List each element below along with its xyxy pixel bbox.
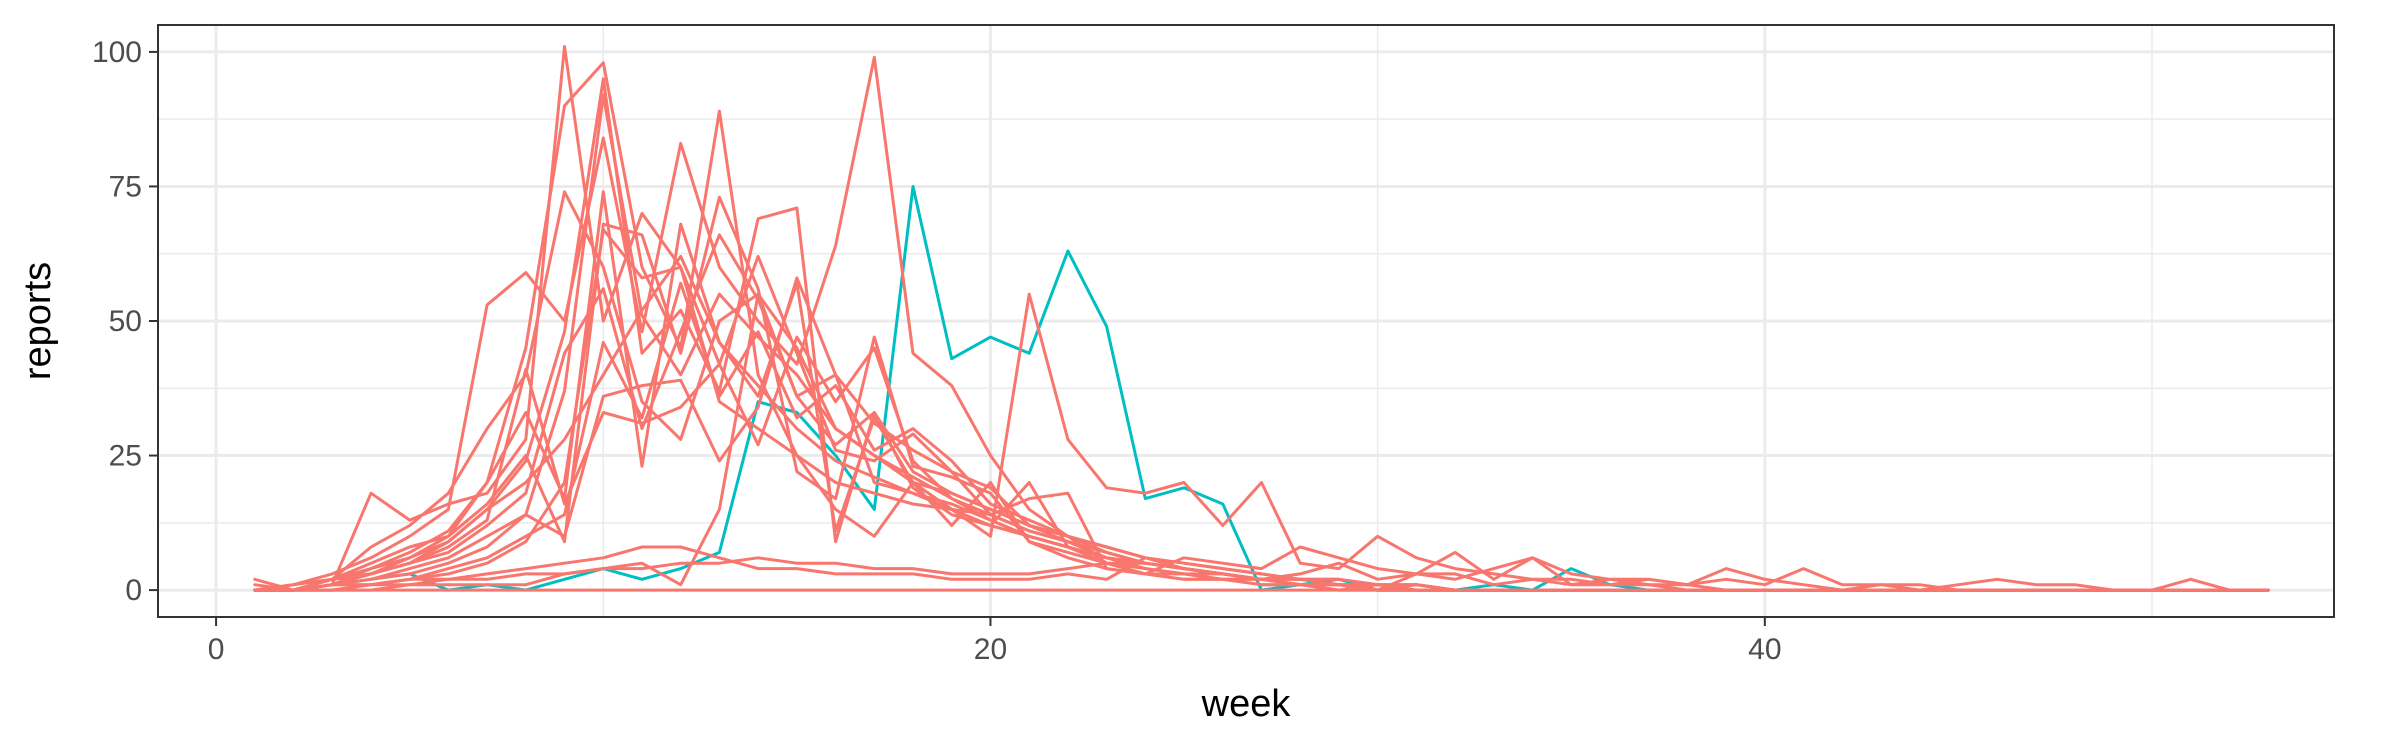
series-line-18	[253, 545, 2270, 592]
x-axis: 0 20 40	[208, 617, 1782, 666]
y-tick-label: 100	[92, 36, 142, 69]
y-axis: 0 25 50 75 100	[92, 36, 158, 607]
y-tick-label: 0	[125, 574, 142, 607]
x-tick-label: 0	[208, 633, 225, 666]
series-line-19	[253, 545, 2270, 592]
x-tick-label: 40	[1748, 633, 1781, 666]
x-axis-title: week	[1201, 683, 1292, 725]
series-layer	[253, 45, 2270, 592]
y-axis-title: reports	[17, 262, 59, 380]
x-tick-label: 20	[974, 633, 1007, 666]
y-tick-label: 75	[109, 170, 142, 203]
y-tick-label: 50	[109, 305, 142, 338]
y-tick-label: 25	[109, 440, 142, 473]
